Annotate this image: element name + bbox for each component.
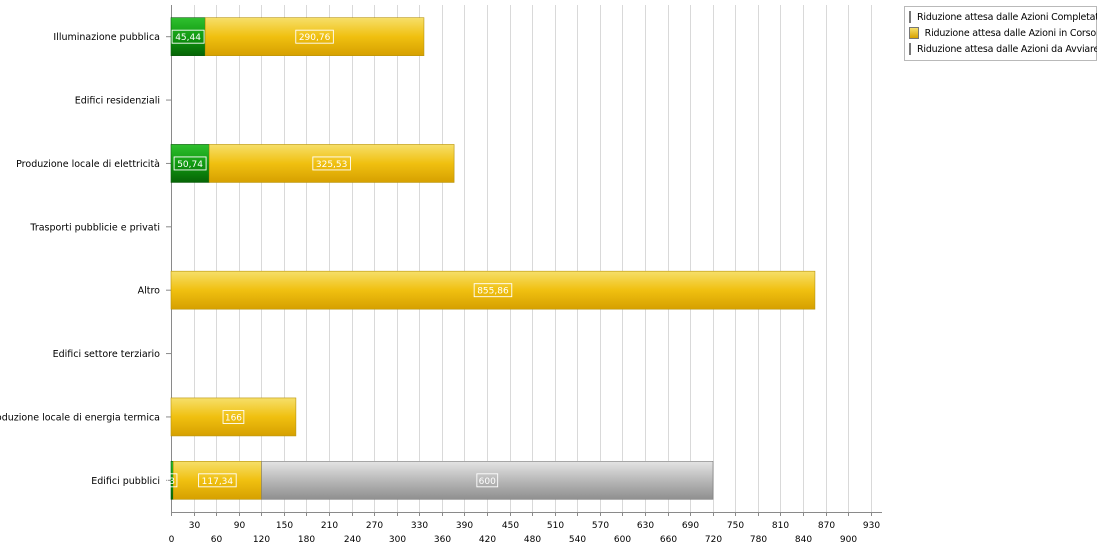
x-tick-label: 180 xyxy=(298,535,315,545)
x-tick-label: 270 xyxy=(366,521,383,531)
legend-item-da-avviare: Riduzione attesa dalle Azioni da Avviare xyxy=(905,41,1097,57)
grid-lines xyxy=(171,5,872,512)
x-tick-label: 450 xyxy=(502,521,519,531)
x-tick-label: 420 xyxy=(479,535,496,545)
x-tick-label: 750 xyxy=(727,521,744,531)
data-label: 166 xyxy=(225,413,242,423)
data-label: 855,86 xyxy=(477,287,509,297)
data-label-box xyxy=(473,283,513,298)
x-tick-label: 660 xyxy=(660,535,677,545)
x-tick-label: 300 xyxy=(389,535,406,545)
data-label: 290,76 xyxy=(299,33,331,43)
legend-label: Riduzione attesa dalle Azioni da Avviare xyxy=(917,43,1097,55)
x-tick-label: 900 xyxy=(840,535,857,545)
data-label: 117,34 xyxy=(202,477,234,487)
legend-label: Riduzione attesa dalle Azioni Completate xyxy=(917,11,1097,23)
y-tick-label: Edifici settore terziario xyxy=(53,349,161,360)
x-tick-label: 600 xyxy=(614,535,631,545)
x-tick-label: 720 xyxy=(705,535,722,545)
data-label-box xyxy=(476,473,499,488)
legend-item-in-corso: Riduzione attesa dalle Azioni in Corso xyxy=(905,25,1096,41)
y-tick-label: Edifici residenziali xyxy=(75,96,160,107)
data-label-box xyxy=(222,409,245,424)
bar-segment xyxy=(170,144,210,183)
legend-swatch xyxy=(909,27,919,39)
x-tick-label: 30 xyxy=(189,521,201,531)
labels: 45,44 290,76 50,74 325,53 855,86 166 3 117,34 60… xyxy=(166,29,513,488)
data-label-box xyxy=(171,29,205,44)
x-tick-label: 360 xyxy=(434,535,451,545)
x-tick-label: 570 xyxy=(592,521,609,531)
x-tick-label: 780 xyxy=(750,535,767,545)
data-label: 325,53 xyxy=(316,160,348,170)
bar-segment xyxy=(261,461,714,500)
y-tick-label: Trasporti pubblicie e privati xyxy=(29,222,160,233)
data-label-box xyxy=(312,156,351,171)
legend-label: Riduzione attesa dalle Azioni in Corso xyxy=(924,27,1097,39)
y-tick-label: Produzione locale di energia termica xyxy=(0,412,160,423)
legend-item-completate: Riduzione attesa dalle Azioni Completate xyxy=(905,9,1097,25)
bar-segment xyxy=(172,461,262,500)
x-tick-label: 330 xyxy=(411,521,428,531)
bar-segment xyxy=(170,397,297,437)
axes: 0 30 60 90 120 150 180 210 240 270 300 330 360 390 420… xyxy=(0,5,882,545)
x-tick-label: 870 xyxy=(818,521,835,531)
y-tick-label: Edifici pubblici xyxy=(91,476,160,487)
x-tick-label: 90 xyxy=(234,521,246,531)
x-tick-label: 120 xyxy=(253,535,270,545)
y-tick-label: Illuminazione pubblica xyxy=(53,32,160,43)
x-tick-label: 630 xyxy=(637,521,654,531)
x-tick-label: 240 xyxy=(344,535,361,545)
data-label: 45,44 xyxy=(175,33,201,43)
x-tick-label: 810 xyxy=(772,521,789,531)
bar-segment xyxy=(204,17,425,56)
x-tick-label: 60 xyxy=(211,535,223,545)
x-tick-label: 390 xyxy=(456,521,473,531)
bar-segment xyxy=(170,270,816,310)
bar-segment xyxy=(208,144,455,183)
data-label-box xyxy=(295,29,334,44)
y-tick-label: Altro xyxy=(138,286,161,297)
x-tick-label: 150 xyxy=(276,521,293,531)
x-tick-label: 0 xyxy=(169,535,175,545)
data-label-box xyxy=(198,473,237,488)
x-tick-label: 540 xyxy=(569,535,586,545)
chart-legend: Riduzione attesa dalle Azioni Completate… xyxy=(904,6,1097,61)
data-label-box xyxy=(173,156,207,171)
x-tick-label: 480 xyxy=(524,535,541,545)
data-label-box xyxy=(166,473,178,488)
data-label: 600 xyxy=(479,477,496,487)
x-tick-label: 210 xyxy=(321,521,338,531)
x-tick-label: 690 xyxy=(682,521,699,531)
bar-segment xyxy=(170,17,206,56)
legend-swatch xyxy=(909,11,911,23)
data-label: 3 xyxy=(169,477,175,487)
x-tick-label: 840 xyxy=(795,535,812,545)
x-tick-label: 930 xyxy=(863,521,880,531)
data-label: 50,74 xyxy=(177,160,203,170)
legend-swatch xyxy=(909,43,911,55)
y-tick-label: Produzione locale di elettricità xyxy=(16,159,160,170)
x-tick-label: 510 xyxy=(547,521,564,531)
bars xyxy=(170,17,816,500)
